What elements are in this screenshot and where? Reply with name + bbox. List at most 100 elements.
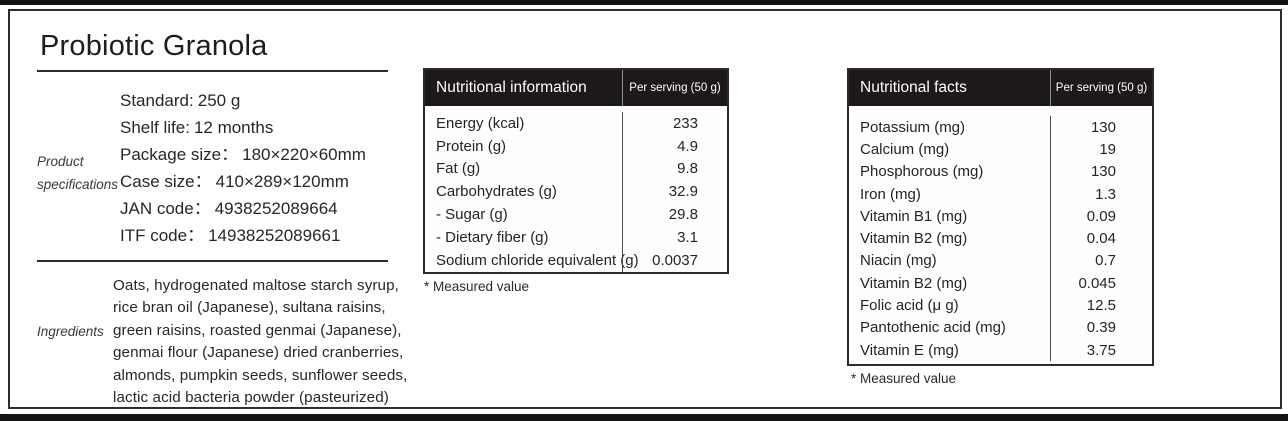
spec-label: Case size：: [120, 172, 212, 191]
spec-value: 4938252089664: [214, 199, 338, 218]
table-header-serving: Per serving (50 g): [1050, 70, 1152, 106]
spec-value: 250 g: [197, 91, 241, 110]
row-value: 1.3: [1050, 182, 1152, 206]
ingredients-label: Ingredients: [37, 324, 104, 339]
table-row-calcium: Calcium (mg) 19: [849, 138, 1152, 161]
inner-border-frame: [8, 9, 1282, 409]
row-label: Carbohydrates (g): [436, 183, 557, 201]
table-row-folic-acid: Folic acid (μ g) 12.5: [849, 294, 1152, 317]
ingredients-text: Oats, hydrogenated maltose starch syrup,…: [113, 275, 407, 409]
row-label: - Dietary fiber (g): [436, 228, 549, 246]
product-specs-list: Standard: 250 g Shelf life: 12 months Pack…: [120, 87, 366, 249]
ingredients-line: genmai flour (Japanese) dried cranberrie…: [113, 344, 404, 362]
table-header: Nutritional facts Per serving (50 g): [849, 70, 1152, 106]
row-value: 29.8: [622, 203, 727, 226]
row-value: 233: [622, 112, 727, 135]
row-value: 4.9: [622, 134, 727, 158]
row-label: Pantothenic acid (mg): [860, 319, 1006, 337]
table-row-potassium: Potassium (mg) 130: [849, 116, 1152, 139]
row-label: Vitamin B2 (mg): [860, 230, 968, 248]
table-header-title: Nutritional information: [436, 79, 587, 96]
table-row-sugar: - Sugar (g) 29.8: [425, 203, 727, 226]
measured-value-footnote: * Measured value: [424, 279, 530, 294]
table-row-sodium-chloride: Sodium chloride equivalent (g) 0.0037: [425, 248, 727, 272]
spec-label: ITF code：: [120, 226, 205, 245]
nutritional-information-table: Nutritional information Per serving (50 …: [423, 68, 729, 274]
title-underline: [37, 70, 388, 72]
table-header-title: Nutritional facts: [860, 79, 967, 96]
product-specs-label-line1: Product: [37, 154, 84, 169]
row-value: 130: [1050, 116, 1152, 139]
product-specs-label: Product specifications: [37, 150, 118, 196]
row-value: 9.8: [622, 157, 727, 181]
spec-value: 410×289×120mm: [215, 172, 349, 191]
row-label: Phosphorous (mg): [860, 163, 984, 181]
table-body: Potassium (mg) 130 Calcium (mg) 19 Phospho…: [849, 106, 1152, 362]
spec-value: 12 months: [193, 118, 274, 137]
ingredients-line: almonds, pumpkin seeds, sunflower seeds,: [113, 366, 408, 384]
table-row-vitamin-b2: Vitamin B2 (mg) 0.04: [849, 227, 1152, 250]
table-row-vitamin-b1: Vitamin B1 (mg) 0.09: [849, 205, 1152, 228]
row-label: Niacin (mg): [860, 252, 937, 270]
spec-value: 14938252089661: [208, 226, 341, 245]
table-row-carbohydrates: Carbohydrates (g) 32.9: [425, 180, 727, 204]
product-specs-label-line2: specifications: [37, 177, 119, 192]
spec-row-shelf-life: Shelf life: 12 months: [120, 114, 366, 141]
row-label: Energy (kcal): [436, 114, 525, 132]
section-divider: [37, 260, 388, 262]
ingredients-line: Oats, hydrogenated maltose starch syrup,: [113, 277, 399, 294]
nutritional-facts-table: Nutritional facts Per serving (50 g) Pot…: [847, 68, 1154, 366]
row-label: Calcium (mg): [860, 140, 950, 158]
top-edge-bar: [0, 0, 1288, 5]
ingredients-line: green raisins, roasted genmai (Japanese)…: [113, 321, 402, 339]
row-label: Vitamin B1 (mg): [860, 207, 968, 225]
bottom-edge-bar: [0, 414, 1288, 421]
row-label: Potassium (mg): [860, 118, 966, 136]
table-row-vitamin-e: Vitamin E (mg) 3.75: [849, 338, 1152, 362]
table-header: Nutritional information Per serving (50 …: [425, 70, 727, 106]
row-value: 19: [1050, 138, 1152, 161]
row-label: - Sugar (g): [436, 206, 508, 224]
row-label: Folic acid (μ g): [860, 297, 959, 315]
table-row-protein: Protein (g) 4.9: [425, 134, 727, 158]
spec-label: Standard:: [120, 91, 194, 110]
row-value: 0.7: [1050, 249, 1152, 273]
row-value: 130: [1050, 160, 1152, 183]
row-value: 0.045: [1050, 272, 1152, 295]
row-label: Vitamin B2 (mg): [860, 274, 968, 292]
row-label: Sodium chloride equivalent (g): [436, 251, 639, 269]
row-value: 0.39: [1050, 316, 1152, 339]
table-header-serving: Per serving (50 g): [622, 70, 727, 106]
table-row-niacin: Niacin (mg) 0.7: [849, 249, 1152, 273]
table-row-dietary-fiber: - Dietary fiber (g) 3.1: [425, 225, 727, 249]
spec-value: 180×220×60mm: [242, 145, 366, 164]
spec-row-standard: Standard: 250 g: [120, 87, 366, 114]
page-title: Probiotic Granola: [40, 30, 268, 62]
row-value: 32.9: [622, 180, 727, 204]
row-value: 0.04: [1050, 227, 1152, 250]
row-value: 0.09: [1050, 205, 1152, 228]
spec-label: Shelf life:: [120, 118, 190, 137]
row-value: 3.1: [622, 225, 727, 249]
spec-label: Package size：: [120, 145, 239, 164]
table-body: Energy (kcal) 233 Protein (g) 4.9 Fat (g) 9…: [425, 106, 727, 272]
row-label: Vitamin E (mg): [860, 341, 959, 359]
row-label: Fat (g): [436, 160, 481, 178]
measured-value-footnote: * Measured value: [851, 371, 957, 386]
row-value: 3.75: [1050, 338, 1152, 362]
table-row-phosphorous: Phosphorous (mg) 130: [849, 160, 1152, 183]
spec-label: JAN code：: [120, 199, 211, 218]
row-value: 0.0037: [622, 248, 727, 272]
table-row-fat: Fat (g) 9.8: [425, 157, 727, 181]
spec-row-case-size: Case size： 410×289×120mm: [120, 168, 366, 195]
spec-row-itf-code: ITF code： 14938252089661: [120, 222, 366, 249]
row-label: Iron (mg): [860, 185, 921, 203]
table-row-iron: Iron (mg) 1.3: [849, 182, 1152, 206]
row-label: Protein (g): [436, 137, 507, 155]
ingredients-line: rice bran oil (Japanese), sultana raisin…: [113, 299, 386, 317]
spec-row-package-size: Package size： 180×220×60mm: [120, 141, 366, 168]
ingredients-line: lactic acid bacteria powder (pasteurized…: [113, 389, 389, 407]
table-row-pantothenic-acid: Pantothenic acid (mg) 0.39: [849, 316, 1152, 339]
row-value: 12.5: [1050, 294, 1152, 317]
